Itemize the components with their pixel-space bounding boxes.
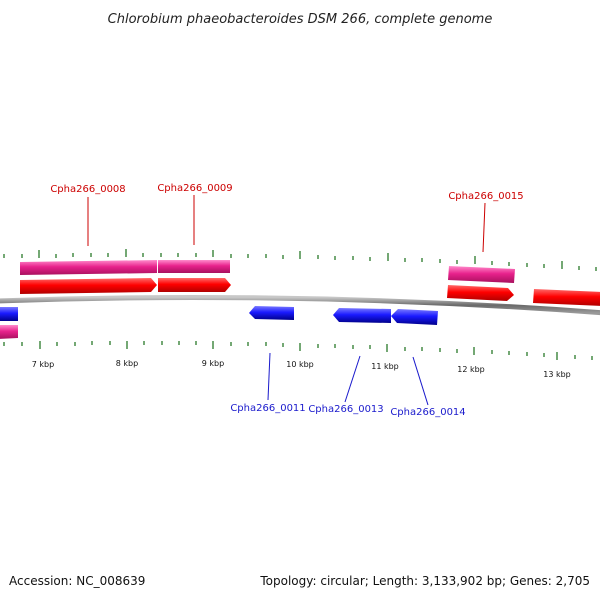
accession-text: Accession: NC_008639 (9, 574, 145, 588)
cds-arrow-0013[interactable] (333, 308, 391, 323)
kbp-label: 10 kbp (286, 360, 314, 369)
gene-label-0008[interactable]: Cpha266_0008 (50, 184, 125, 195)
cds-arrow-0009[interactable] (158, 278, 231, 292)
topology-text: Topology: circular; Length: 3,133,902 bp… (259, 574, 590, 588)
kbp-label: 9 kbp (202, 359, 224, 368)
kbp-label: 8 kbp (116, 359, 138, 368)
genome-backbone (0, 294, 600, 316)
cds-arrow-0015[interactable] (447, 285, 514, 301)
gene-label-0015[interactable]: Cpha266_0015 (448, 191, 523, 202)
cds-arrow-0008[interactable] (20, 278, 157, 294)
forward-cds-track (20, 278, 600, 306)
gene-label-0011[interactable]: Cpha266_0011 (230, 403, 305, 414)
cds-arrow-0014[interactable] (391, 309, 438, 325)
kbp-label: 13 kbp (543, 370, 571, 379)
kbp-label: 12 kbp (457, 365, 485, 374)
cds-arrow-next[interactable] (533, 289, 600, 306)
kbp-label: 11 kbp (371, 362, 399, 371)
gene-bar-prev[interactable] (0, 325, 18, 339)
reverse-cds-track (0, 306, 438, 325)
cds-arrow-prev[interactable] (0, 307, 18, 321)
gene-bar-0008[interactable] (20, 260, 157, 275)
forward-gene-track (20, 260, 515, 283)
gene-label-0013[interactable]: Cpha266_0013 (308, 404, 383, 415)
leader-lines (87, 195, 486, 406)
gene-label-0009[interactable]: Cpha266_0009 (157, 183, 232, 194)
inner-ticks (3, 341, 593, 360)
outer-ticks (3, 249, 597, 271)
map-title: Chlorobium phaeobacteroides DSM 266, com… (108, 12, 493, 27)
cds-arrow-0011[interactable] (249, 306, 294, 320)
kbp-labels: 7 kbp 8 kbp 9 kbp 10 kbp 11 kbp 12 kbp 1… (32, 359, 571, 379)
kbp-label: 7 kbp (32, 360, 54, 369)
gene-labels: Cpha266_0008 Cpha266_0009 Cpha266_0015 C… (50, 183, 523, 418)
gene-bar-0015[interactable] (448, 266, 515, 283)
gene-label-0014[interactable]: Cpha266_0014 (390, 407, 465, 418)
gene-bar-0009[interactable] (158, 260, 230, 273)
